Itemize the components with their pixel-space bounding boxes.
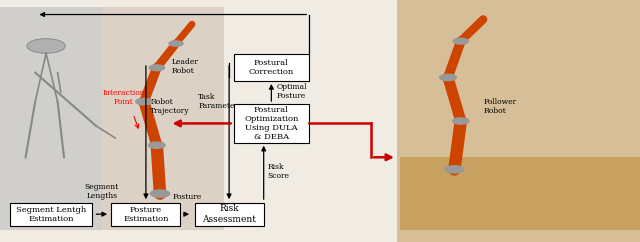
Circle shape xyxy=(453,38,468,44)
Text: Segment
Lengths: Segment Lengths xyxy=(84,183,119,200)
Text: Risk
Score: Risk Score xyxy=(268,163,289,181)
Text: Postural
Optimization
Using DULA
& DEBA: Postural Optimization Using DULA & DEBA xyxy=(244,106,298,141)
Text: Posture
Estimation: Posture Estimation xyxy=(123,205,169,223)
Circle shape xyxy=(136,98,152,105)
Text: Task
Parameters: Task Parameters xyxy=(198,93,243,110)
Circle shape xyxy=(440,74,456,81)
Text: Follower
Robot: Follower Robot xyxy=(483,98,516,115)
FancyBboxPatch shape xyxy=(195,203,264,226)
FancyBboxPatch shape xyxy=(397,0,640,242)
Text: Posture: Posture xyxy=(172,193,202,201)
FancyBboxPatch shape xyxy=(0,7,102,230)
Text: Postural
Correction: Postural Correction xyxy=(249,59,294,76)
Text: Leader
Robot: Leader Robot xyxy=(172,58,198,75)
FancyBboxPatch shape xyxy=(111,203,180,226)
FancyBboxPatch shape xyxy=(234,104,309,143)
Text: Optimal
Posture: Optimal Posture xyxy=(276,83,307,100)
FancyBboxPatch shape xyxy=(10,203,92,226)
Circle shape xyxy=(452,118,469,124)
Circle shape xyxy=(27,39,65,53)
Text: Risk
Assessment: Risk Assessment xyxy=(202,204,256,224)
Circle shape xyxy=(149,65,164,71)
Text: Segment Lentgh
Estimation: Segment Lentgh Estimation xyxy=(16,205,86,223)
FancyBboxPatch shape xyxy=(234,54,309,81)
Circle shape xyxy=(445,166,464,173)
FancyBboxPatch shape xyxy=(102,7,224,230)
Text: Robot
Trajectory: Robot Trajectory xyxy=(150,98,190,115)
Text: Interaction
Point: Interaction Point xyxy=(102,89,145,106)
Circle shape xyxy=(148,142,165,148)
Circle shape xyxy=(150,190,170,197)
FancyBboxPatch shape xyxy=(400,157,640,230)
Circle shape xyxy=(169,41,183,46)
